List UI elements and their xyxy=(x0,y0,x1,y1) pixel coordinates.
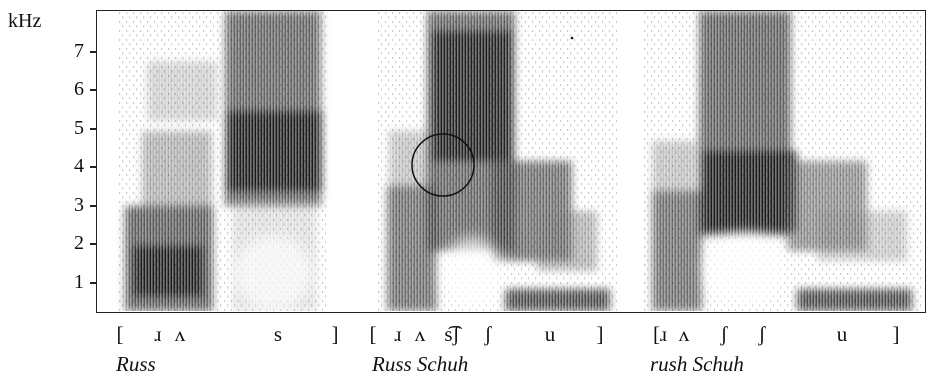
ipa-russ-schuh-2: ʌ xyxy=(414,322,426,346)
ipa-rush-schuh-5: ] xyxy=(892,322,900,346)
frication-gaps xyxy=(233,233,785,311)
ipa-russ-schuh-1: ɹ xyxy=(394,322,402,346)
highlight-circle xyxy=(411,133,475,197)
ipa-russ-schuh-4: ʃ xyxy=(484,322,492,346)
ipa-russ-2: ʌ xyxy=(174,322,186,346)
y-axis-unit: kHz xyxy=(8,10,42,32)
ipa-russ-schuh-6: ] xyxy=(596,322,604,346)
marker-dot xyxy=(570,36,574,40)
spectrogram-plot xyxy=(96,10,926,313)
y-tick-label-6: 6 xyxy=(74,78,84,100)
y-tick-label-3: 3 xyxy=(74,194,84,216)
y-tick-label-7: 7 xyxy=(74,40,84,62)
ipa-rush-schuh-0: [ɹ xyxy=(653,322,667,346)
y-tick-6 xyxy=(90,89,97,91)
y-tick-7 xyxy=(90,51,97,53)
ipa-russ-1: ɹ xyxy=(154,322,162,346)
ipa-russ-3: s xyxy=(273,322,283,346)
ipa-russ-4: ] xyxy=(331,322,339,346)
spectrogram-svg xyxy=(117,11,922,311)
ipa-russ-schuh-3: s͡ʃ xyxy=(444,322,460,346)
ipa-rush-schuh-3: ʃ xyxy=(758,322,766,346)
ipa-rush-schuh-2: ʃ xyxy=(720,322,728,346)
y-tick-5 xyxy=(90,128,97,130)
y-tick-3 xyxy=(90,205,97,207)
y-tick-4 xyxy=(90,166,97,168)
transcription-row: [ ɹ ʌ s ] [ ɹ ʌ s͡ʃ ʃ u ] [ɹ ʌ ʃ ʃ u ] xyxy=(0,322,931,350)
caption-russ-schuh: Russ Schuh xyxy=(372,352,469,376)
ipa-russ-schuh-0: [ xyxy=(369,322,377,346)
y-tick-label-1: 1 xyxy=(74,271,84,293)
noise-texture xyxy=(117,11,922,311)
ipa-rush-schuh-4: u xyxy=(836,322,848,346)
caption-rush-schuh: rush Schuh xyxy=(650,352,744,376)
ipa-russ-schuh-5: u xyxy=(544,322,556,346)
y-tick-label-4: 4 xyxy=(74,155,84,177)
caption-russ: Russ xyxy=(116,352,156,376)
y-tick-1 xyxy=(90,282,97,284)
y-tick-2 xyxy=(90,243,97,245)
y-tick-label-5: 5 xyxy=(74,117,84,139)
y-tick-label-2: 2 xyxy=(74,232,84,254)
ipa-russ-0: [ xyxy=(116,322,124,346)
ipa-rush-schuh-1: ʌ xyxy=(678,322,690,346)
